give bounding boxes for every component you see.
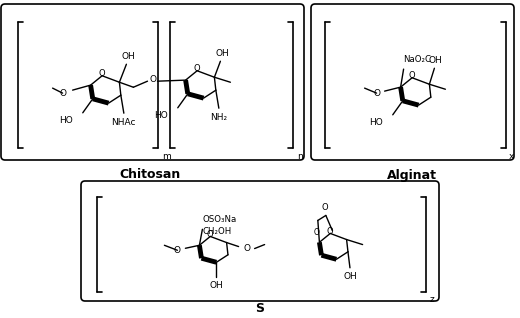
Text: Alginat: Alginat <box>387 169 437 182</box>
Text: OH: OH <box>215 49 229 58</box>
Text: O: O <box>373 89 380 98</box>
Text: O: O <box>174 246 181 255</box>
Text: Chitosan: Chitosan <box>120 169 180 182</box>
Text: O: O <box>321 203 328 212</box>
Text: O: O <box>99 69 106 78</box>
Text: OH: OH <box>122 52 135 61</box>
Text: O: O <box>59 89 66 98</box>
Text: HO: HO <box>59 116 73 125</box>
Text: m: m <box>162 152 171 161</box>
Text: O: O <box>149 75 156 84</box>
Text: O: O <box>243 244 250 253</box>
FancyBboxPatch shape <box>311 4 514 160</box>
Text: OSO₃Na: OSO₃Na <box>202 215 237 224</box>
Text: HO: HO <box>154 111 168 120</box>
Text: O: O <box>327 227 334 236</box>
Text: HO: HO <box>369 118 383 127</box>
Text: O: O <box>314 228 319 237</box>
Text: O: O <box>207 230 214 239</box>
Text: NaO₂C: NaO₂C <box>404 55 432 64</box>
Text: NHAc: NHAc <box>112 118 136 127</box>
FancyBboxPatch shape <box>1 4 304 160</box>
Text: O: O <box>194 64 200 73</box>
Text: S: S <box>255 301 265 315</box>
FancyBboxPatch shape <box>81 181 439 301</box>
Text: OH: OH <box>428 56 443 65</box>
Text: NH₂: NH₂ <box>210 113 227 122</box>
Text: z: z <box>430 295 435 304</box>
Text: CH₂OH: CH₂OH <box>202 227 231 236</box>
Text: O: O <box>409 71 415 80</box>
Text: OH: OH <box>343 272 357 281</box>
Text: OH: OH <box>210 281 223 290</box>
Text: n: n <box>297 152 303 161</box>
Text: x: x <box>509 152 514 161</box>
